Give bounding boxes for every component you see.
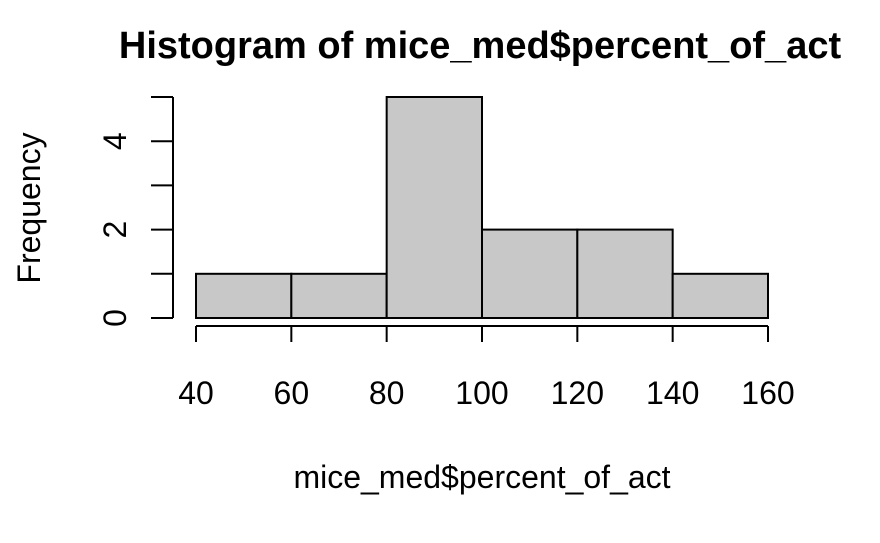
histogram-bar-0 bbox=[195, 272, 293, 319]
histogram-bar-2 bbox=[385, 96, 483, 319]
x-tick-label-3: 100 bbox=[455, 375, 508, 411]
chart-title: Histogram of mice_med$percent_of_act bbox=[119, 25, 842, 67]
y-axis: 0 2 4 bbox=[97, 96, 174, 327]
y-tick-label-1: 2 bbox=[97, 221, 133, 239]
y-tick-label-0: 0 bbox=[97, 309, 133, 327]
x-tick-label-0: 40 bbox=[178, 375, 214, 411]
bars-group bbox=[195, 96, 770, 320]
y-tick-label-2: 4 bbox=[97, 132, 133, 150]
x-axis-label: mice_med$percent_of_act bbox=[293, 459, 670, 495]
y-axis-label: Frequency bbox=[11, 132, 47, 283]
x-tick-label-2: 80 bbox=[369, 375, 405, 411]
histogram-bar-5 bbox=[671, 272, 770, 319]
histogram-bar-1 bbox=[290, 272, 388, 319]
x-tick-label-5: 140 bbox=[646, 375, 699, 411]
x-tick-label-4: 120 bbox=[551, 375, 604, 411]
histogram-bar-4 bbox=[576, 228, 674, 320]
x-tick-label-6: 160 bbox=[741, 375, 794, 411]
histogram-bar-3 bbox=[481, 228, 579, 320]
x-axis: 40 60 80 100 120 140 160 bbox=[178, 325, 795, 411]
x-tick-label-1: 60 bbox=[274, 375, 310, 411]
